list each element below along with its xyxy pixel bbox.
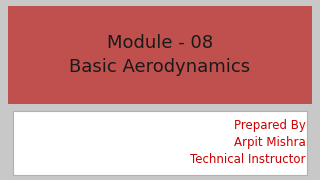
Text: Prepared By: Prepared By <box>234 119 306 132</box>
Bar <box>8 6 312 104</box>
Text: Module - 08: Module - 08 <box>107 34 213 52</box>
Bar <box>13 111 307 175</box>
Text: Basic Aerodynamics: Basic Aerodynamics <box>69 58 251 76</box>
Text: Arpit Mishra: Arpit Mishra <box>234 136 306 149</box>
Text: Technical Instructor: Technical Instructor <box>190 153 306 166</box>
